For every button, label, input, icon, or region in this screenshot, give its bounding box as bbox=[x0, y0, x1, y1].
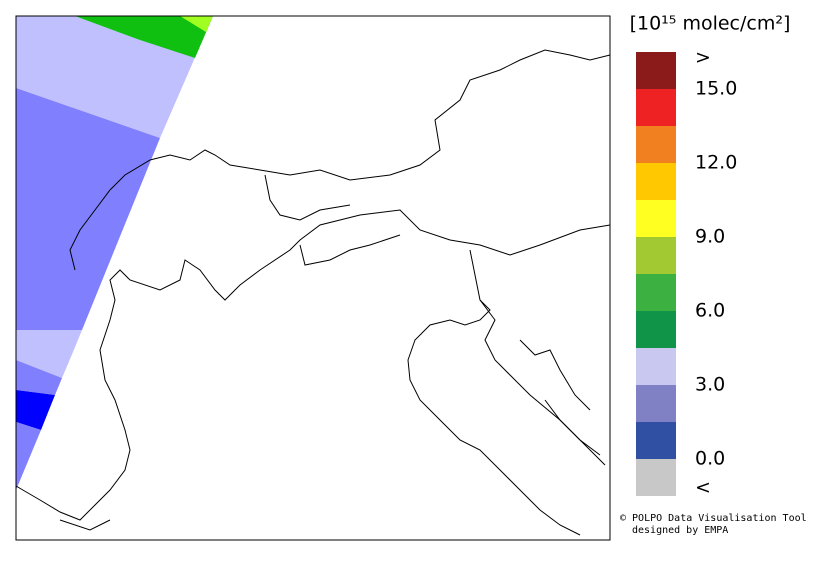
colorbar-swatch bbox=[636, 311, 676, 348]
swath-band bbox=[16, 390, 55, 430]
colorbar-label: 15.0 bbox=[695, 78, 737, 100]
colorbar-label: 0.0 bbox=[695, 448, 725, 470]
colorbar-label: 6.0 bbox=[695, 300, 725, 322]
credit: © POLPO Data Visualisation Tool bbox=[620, 513, 807, 524]
colorbar-swatch bbox=[636, 274, 676, 311]
colorbar-title: [10¹⁵ molec/cm²] bbox=[630, 13, 791, 35]
colorbar-swatch bbox=[636, 348, 676, 385]
colorbar-swatch bbox=[636, 237, 676, 274]
colorbar-label: 9.0 bbox=[695, 226, 725, 248]
colorbar-swatch bbox=[636, 52, 676, 89]
colorbar-swatch bbox=[636, 459, 676, 496]
colorbar-label: < bbox=[695, 477, 711, 499]
borders bbox=[15, 49, 611, 536]
colorbar-swatch bbox=[636, 89, 676, 126]
colorbar-swatch bbox=[636, 385, 676, 422]
map bbox=[15, 15, 611, 541]
swath-band bbox=[75, 16, 213, 58]
colorbar-label: 3.0 bbox=[695, 374, 725, 396]
credit: designed by EMPA bbox=[632, 525, 728, 536]
colorbar-swatch bbox=[636, 422, 676, 459]
colorbar-swatch bbox=[636, 163, 676, 200]
colorbar-label: > bbox=[695, 47, 711, 69]
swath-band bbox=[180, 16, 213, 32]
colorbar-swatch bbox=[636, 126, 676, 163]
swath-band bbox=[16, 330, 82, 378]
map-frame bbox=[15, 15, 611, 541]
colorbar-label: 12.0 bbox=[695, 152, 737, 174]
swath-band bbox=[16, 88, 160, 330]
colorbar-swatch bbox=[636, 200, 676, 237]
swath-band bbox=[16, 422, 41, 490]
swath-band bbox=[16, 360, 62, 395]
